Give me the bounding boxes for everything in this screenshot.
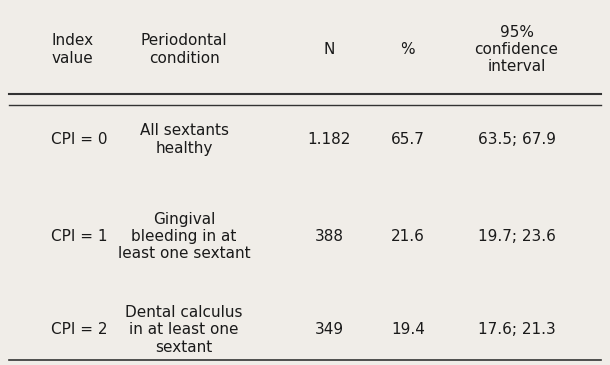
Text: 17.6; 21.3: 17.6; 21.3	[478, 322, 556, 337]
Text: 21.6: 21.6	[391, 229, 425, 244]
Text: 19.4: 19.4	[391, 322, 425, 337]
Text: Dental calculus
in at least one
sextant: Dental calculus in at least one sextant	[126, 305, 243, 355]
Text: 388: 388	[315, 229, 343, 244]
Text: 95%
confidence
interval: 95% confidence interval	[475, 24, 559, 74]
Text: CPI = 0: CPI = 0	[51, 132, 107, 147]
Text: Gingival
bleeding in at
least one sextant: Gingival bleeding in at least one sextan…	[118, 211, 251, 261]
Text: 349: 349	[315, 322, 344, 337]
Text: Index
value: Index value	[51, 33, 93, 66]
Text: All sextants
healthy: All sextants healthy	[140, 123, 229, 155]
Text: 19.7; 23.6: 19.7; 23.6	[478, 229, 556, 244]
Text: N: N	[323, 42, 335, 57]
Text: 63.5; 67.9: 63.5; 67.9	[478, 132, 556, 147]
Text: 65.7: 65.7	[391, 132, 425, 147]
Text: %: %	[400, 42, 415, 57]
Text: CPI = 1: CPI = 1	[51, 229, 107, 244]
Text: CPI = 2: CPI = 2	[51, 322, 107, 337]
Text: Periodontal
condition: Periodontal condition	[141, 33, 228, 66]
Text: 1.182: 1.182	[307, 132, 351, 147]
